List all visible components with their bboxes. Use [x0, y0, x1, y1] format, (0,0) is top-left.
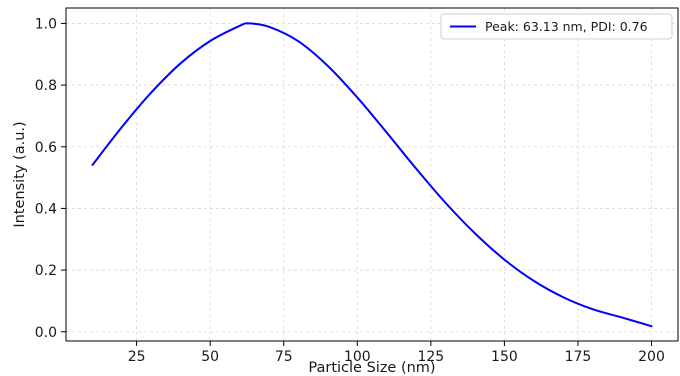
- legend-box: [440, 13, 673, 40]
- x-tick-label: 100: [344, 349, 371, 365]
- axis-ticks: 25 50 75 100 125 150 175 200 0.0 0.2 0.4 0.6 0.8 1.0: [35, 16, 665, 365]
- y-tick-label: 0.8: [35, 78, 57, 94]
- y-tick-label: 0.6: [35, 140, 57, 156]
- legend: Peak: 63.13 nm, PDI: 0.76: [440, 13, 673, 40]
- plot-area-frame: [65, 7, 679, 342]
- legend-label: Peak: 63.13 nm, PDI: 0.76: [485, 19, 648, 34]
- series-layer: [91, 22, 653, 328]
- y-tick-label: 1.0: [35, 16, 57, 32]
- y-tick-label: 0.4: [35, 201, 57, 217]
- x-tick-label: 175: [565, 349, 592, 365]
- y-tick-label: 0.2: [35, 263, 57, 279]
- y-tick-label: 0.0: [35, 325, 57, 341]
- x-axis-label: Particle Size (nm): [308, 360, 435, 376]
- x-tick-label: 125: [417, 349, 444, 365]
- x-tick-label: 50: [201, 349, 219, 365]
- x-tick-label: 75: [275, 349, 293, 365]
- x-tick-label: 25: [128, 349, 146, 365]
- x-tick-label: 150: [491, 349, 518, 365]
- series-line: [91, 22, 653, 328]
- y-axis-label: Intensity (a.u.): [12, 121, 28, 227]
- grid: [66, 8, 678, 341]
- x-tick-label: 200: [638, 349, 665, 365]
